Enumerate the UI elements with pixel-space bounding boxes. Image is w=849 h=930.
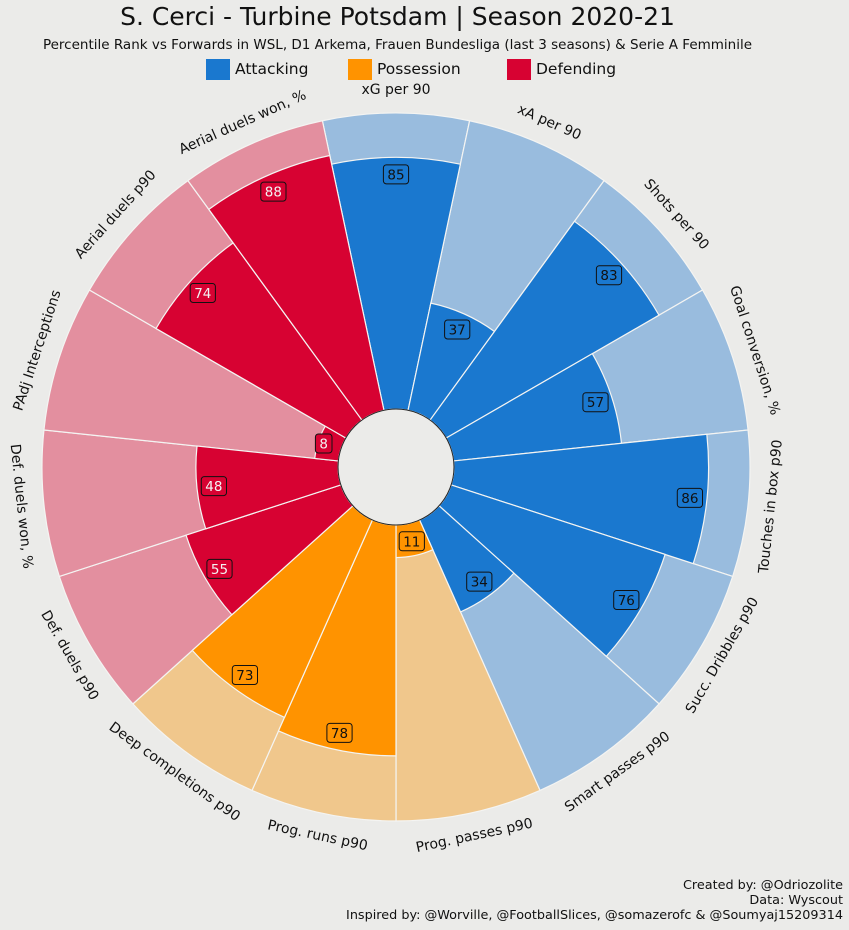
value-label-box-aerial-duels-won (260, 181, 287, 202)
value-label-def-duels-p90: 55 (211, 562, 228, 578)
value-label-box-prog-runs-p90 (326, 722, 353, 743)
value-label-box-aerial-duels-p90 (189, 283, 216, 303)
legend-label-attacking: Attacking (235, 60, 309, 78)
value-label-box-xg-per-90 (382, 164, 410, 185)
legend-swatch-possession (348, 58, 372, 80)
chart-subtitle: Percentile Rank vs Forwards in WSL, D1 A… (42, 37, 753, 53)
chart-title: S. Cerci - Turbine Potsdam | Season 2020… (120, 2, 675, 31)
legend-label-possession: Possession (377, 60, 461, 78)
value-label-box-smart-passes-p90 (466, 571, 493, 592)
legend-item-attacking: Attacking (206, 57, 308, 81)
credit-created-by: Created by: @Odriozolite (682, 878, 843, 893)
value-label-box-padj-interceptions (314, 433, 333, 454)
value-label-aerial-duels-won: 88 (265, 185, 282, 201)
category-label-def-duels-won: Def. duels won, % (7, 443, 36, 569)
value-label-deep-completions-p90: 73 (236, 668, 253, 684)
legend: Attacking Possession Defending (0, 57, 849, 81)
value-label-touches-in-box-p90: 86 (681, 491, 698, 507)
value-label-xg-per-90: 85 (387, 167, 404, 183)
value-label-box-deep-completions-p90 (231, 665, 259, 685)
category-label-prog-passes-p90: Prog. passes p90 (414, 816, 534, 856)
credits: Created by: @Odriozolite Data: Wyscout I… (346, 878, 843, 923)
value-label-shots-per-90: 83 (600, 268, 617, 284)
value-label-prog-runs-p90: 78 (331, 726, 348, 742)
value-label-box-xa-per-90 (444, 319, 471, 340)
legend-label-defending: Defending (536, 60, 617, 78)
category-label-touches-in-box-p90: Touches in box p90 (756, 439, 786, 575)
value-label-goal-conversion: 57 (587, 395, 604, 411)
center-circle (337, 408, 455, 526)
value-label-box-goal-conversion (582, 392, 609, 413)
credit-data-source: Data: Wyscout (749, 893, 843, 908)
value-label-smart-passes-p90: 34 (471, 575, 488, 591)
value-label-box-def-duels-won (200, 476, 228, 497)
value-label-box-prog-passes-p90 (398, 531, 425, 552)
legend-swatch-defending (507, 58, 531, 80)
value-label-box-shots-per-90 (595, 265, 623, 286)
legend-item-possession: Possession (348, 57, 461, 81)
value-label-aerial-duels-p90: 74 (194, 286, 211, 302)
category-label-prog-runs-p90: Prog. runs p90 (266, 817, 369, 854)
value-label-def-duels-won: 48 (205, 479, 222, 495)
value-label-succ-dribbles-p90: 76 (618, 593, 635, 609)
value-label-prog-passes-p90: 11 (403, 534, 420, 550)
legend-swatch-attacking (206, 58, 230, 80)
category-label-xg-per-90: xG per 90 (361, 82, 430, 98)
value-label-padj-interceptions: 8 (319, 437, 328, 453)
legend-item-defending: Defending (507, 57, 616, 81)
credit-inspired-by: Inspired by: @Worville, @FootballSlices,… (346, 908, 843, 923)
value-label-box-touches-in-box-p90 (676, 487, 703, 508)
value-label-box-def-duels-p90 (206, 558, 233, 579)
value-label-xa-per-90: 37 (449, 323, 466, 339)
value-label-box-succ-dribbles-p90 (613, 590, 640, 610)
